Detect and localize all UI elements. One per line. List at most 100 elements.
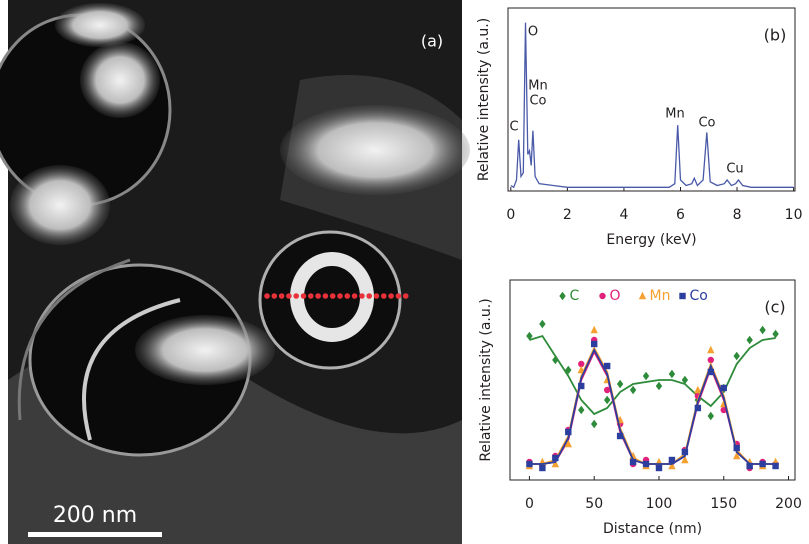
scan-dot — [271, 293, 278, 299]
peak-label: C — [509, 120, 518, 135]
point — [681, 455, 689, 464]
x-tick-label: 100 — [646, 496, 673, 512]
point — [564, 439, 572, 448]
scan-dot — [293, 293, 300, 299]
point — [681, 375, 689, 385]
scan-dot — [359, 293, 365, 299]
legend-label: C — [570, 288, 580, 304]
point — [539, 464, 546, 472]
x-tick-label: 6 — [676, 207, 685, 223]
particle — [10, 165, 110, 245]
point — [539, 319, 546, 329]
panel-label: (a) — [421, 32, 443, 51]
peak-label: Mn — [665, 107, 684, 122]
line-scan — [264, 293, 409, 299]
panel-label: (b) — [764, 26, 787, 45]
legend-marker — [559, 291, 566, 301]
point — [578, 360, 585, 368]
point — [526, 460, 533, 468]
point — [707, 368, 714, 376]
scan-dot — [308, 293, 314, 299]
point — [707, 411, 714, 421]
point — [616, 432, 624, 440]
point — [733, 351, 740, 361]
point — [603, 362, 611, 370]
scan-dot — [315, 293, 321, 299]
chart: 0 50 100 150 200 Distance (nm) Relative intens… — [478, 279, 802, 537]
scan-dot — [344, 293, 351, 299]
y-axis-label: Relative intensity (a.u.) — [478, 298, 494, 461]
peak-label: Cu — [726, 162, 743, 177]
point — [668, 369, 676, 379]
point — [629, 385, 637, 395]
scan-dot — [329, 293, 336, 299]
point — [707, 356, 714, 364]
particle — [80, 42, 160, 118]
scan-dot — [388, 293, 394, 299]
point — [591, 419, 598, 429]
legend-label: O — [610, 288, 621, 304]
point — [552, 454, 559, 462]
edge — [17, 258, 131, 421]
micrograph: (a) 200 nm — [0, 0, 470, 544]
point — [694, 404, 702, 412]
scan-dot — [286, 293, 292, 299]
point — [603, 395, 611, 405]
particle — [55, 3, 145, 47]
scan-dot — [366, 293, 373, 299]
scan-dot — [381, 293, 387, 299]
legend-marker — [599, 292, 606, 300]
point — [746, 335, 753, 345]
x-axis-label: Distance (nm) — [603, 521, 702, 537]
point — [759, 460, 766, 468]
peak-label: Co — [698, 116, 715, 131]
particle — [280, 105, 470, 195]
spectrum-line — [510, 22, 794, 189]
peak-label: Mn — [528, 79, 547, 94]
point — [565, 428, 572, 436]
point — [772, 462, 779, 470]
panel-label: (c) — [764, 298, 785, 317]
scan-dot — [402, 293, 409, 299]
point — [681, 448, 689, 456]
x-tick-label: 50 — [585, 496, 603, 512]
point — [642, 460, 650, 468]
peak-label: O — [528, 25, 538, 40]
particle — [135, 315, 275, 385]
point — [565, 365, 572, 375]
point — [733, 444, 740, 452]
fit-line — [529, 347, 776, 465]
plot-frame — [507, 7, 796, 192]
plot-frame — [509, 279, 796, 481]
scale-bar — [28, 532, 162, 537]
fit-line — [529, 334, 776, 416]
y-axis-label: Relative intensity (a.u.) — [476, 18, 492, 181]
legend-marker — [679, 292, 686, 300]
chart: 0 2 4 6 8 10 Energy (keV) Relative intensity (a… — [476, 7, 803, 248]
point — [591, 340, 598, 348]
point — [603, 386, 611, 394]
x-tick-label: 10 — [785, 207, 803, 223]
x-tick-label: 4 — [619, 207, 628, 223]
legend-label: Co — [690, 288, 708, 304]
point — [590, 325, 598, 334]
legend-marker — [638, 291, 647, 300]
scan-dot — [351, 293, 358, 299]
scan-dot — [373, 293, 380, 299]
point — [578, 382, 585, 390]
point — [655, 381, 663, 391]
point — [759, 325, 766, 335]
x-tick-label: 8 — [733, 207, 742, 223]
point — [746, 462, 753, 470]
scan-dot — [300, 293, 307, 299]
point — [707, 345, 715, 354]
scan-dot — [337, 293, 343, 299]
x-tick-label: 0 — [525, 496, 534, 512]
point — [526, 331, 533, 341]
point — [629, 458, 637, 466]
scan-dot — [278, 293, 285, 299]
point — [668, 461, 676, 470]
scan-dot — [322, 293, 329, 299]
charts: 0 2 4 6 8 10 Energy (keV) Relative intensity (a… — [476, 7, 803, 537]
